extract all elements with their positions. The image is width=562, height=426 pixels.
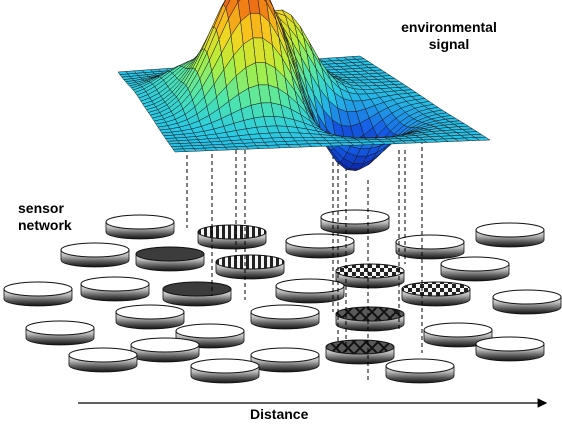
sensor-node <box>250 304 320 330</box>
sensor-node <box>335 306 405 332</box>
sensor-node <box>275 278 345 304</box>
sensor-node <box>25 320 95 346</box>
sensor-node <box>105 214 175 240</box>
sensor-node <box>130 337 200 363</box>
sensor-node <box>60 242 130 268</box>
environmental-signal-label-line1: environmental <box>401 19 497 35</box>
sensor-node <box>250 347 320 373</box>
sensor-node <box>68 347 138 373</box>
sensor-node <box>135 246 205 272</box>
sensor-node <box>395 234 465 260</box>
sensor-node <box>80 276 150 302</box>
sensor-node <box>335 263 405 289</box>
environmental-signal-label-line2: signal <box>428 36 470 52</box>
sensor-node <box>115 304 185 330</box>
sensor-network-label: sensor network <box>18 200 72 234</box>
sensor-node <box>162 281 232 307</box>
sensor-node <box>197 224 267 250</box>
distance-label: Distance <box>250 406 309 422</box>
sensor-node <box>285 233 355 259</box>
surface-cell <box>172 148 186 153</box>
sensor-node <box>492 289 562 315</box>
sensor-node <box>215 254 285 280</box>
environmental-signal-label: environmental signal <box>390 19 508 53</box>
sensor-network <box>3 209 562 384</box>
sensor-node <box>385 358 455 384</box>
sensor-node <box>190 358 260 384</box>
sensor-node <box>440 256 510 282</box>
sensor-network-label-line2: network <box>18 217 72 233</box>
sensor-node <box>475 336 545 362</box>
sensor-node <box>320 209 390 235</box>
sensor-node <box>401 281 471 307</box>
environmental-signal-surface <box>117 0 491 171</box>
sensor-node <box>3 281 73 307</box>
sensor-network-label-line1: sensor <box>18 200 64 216</box>
sensor-node <box>475 222 545 248</box>
sensor-node <box>325 339 395 365</box>
